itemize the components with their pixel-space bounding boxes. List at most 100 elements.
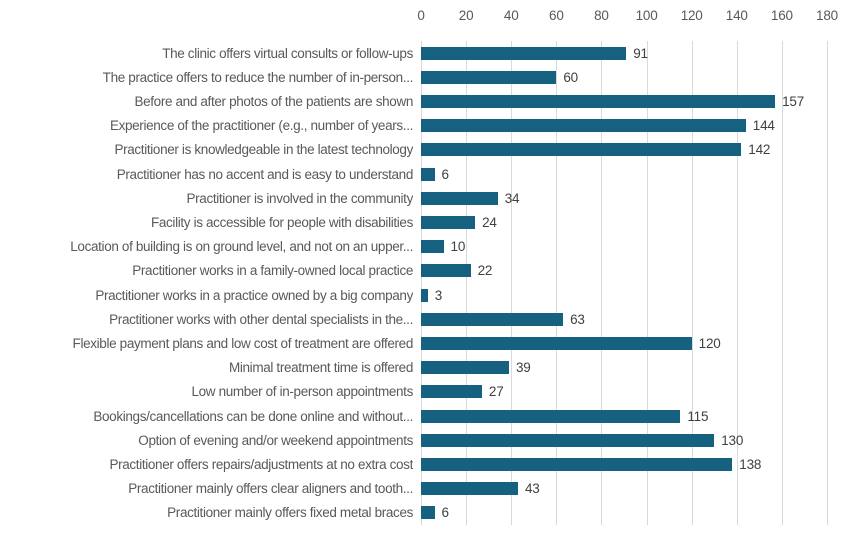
bar [421,216,476,230]
value-label: 115 [687,408,709,424]
gridline [691,41,693,525]
bar-row: 10 [421,235,856,259]
bar [421,409,681,423]
x-tick-label: 40 [503,8,519,23]
category-label: Practitioner is involved in the communit… [186,190,413,206]
x-tick-label: 160 [770,8,793,23]
value-label: 27 [488,384,504,400]
bar-row: 60 [421,65,856,89]
bar-row: 63 [421,307,856,331]
bar-series: 91 60 157 144 142 6 34 24 10 22 3 63 120 39 27 115 130 13… [421,41,856,525]
bar [421,482,518,496]
category-label: Practitioner mainly offers clear aligner… [128,481,413,497]
bar-row: 39 [421,356,856,380]
category-label: Before and after photos of the patients … [134,94,413,109]
value-label: 120 [698,336,721,352]
bar-row: 157 [421,89,856,113]
gridline [601,41,603,525]
value-label: 142 [748,142,771,158]
x-tick-label: 80 [594,8,609,23]
gridline [556,41,558,525]
category-label: The practice offers to reduce the number… [102,69,413,85]
bar-row: 130 [421,428,856,452]
bar [421,337,692,351]
value-label: 34 [504,190,520,206]
value-label: 39 [515,360,531,376]
bar-row: 91 [421,41,856,65]
category-label: Experience of the practitioner (e.g., nu… [109,118,413,134]
value-label: 63 [570,311,585,327]
value-label: 10 [450,239,466,255]
category-label: Practitioner mainly offers fixed metal b… [167,505,413,521]
bar [421,119,746,133]
category-label: Practitioner works in a practice owned b… [95,287,413,303]
bar [421,506,435,520]
category-label: Option of evening and/or weekend appoint… [138,432,413,448]
bar [421,167,435,181]
bar [421,361,509,375]
bar [421,385,482,399]
value-label: 24 [482,215,497,231]
bar [421,240,444,254]
gridline [646,41,648,525]
category-label: Bookings/cancellations can be done onlin… [93,408,413,424]
category-label: Low number of in-person appointments [191,384,413,400]
bar [421,433,715,447]
value-label: 91 [633,45,648,61]
gridline [466,41,468,525]
x-tick-label: 60 [549,8,564,23]
gridline [781,41,783,525]
x-tick-label: 120 [680,8,703,23]
category-label: Practitioner works in a family-owned loc… [132,263,413,279]
value-label: 60 [563,69,578,85]
plot-area: 91 60 157 144 142 6 34 24 10 22 3 63 120 39 27 115 130 13… [421,41,828,525]
value-label: 3 [434,287,443,303]
bar-row: 6 [421,501,856,525]
x-tick-label: 100 [635,8,658,23]
bar [421,46,627,60]
bar-row: 22 [421,259,856,283]
category-axis: The clinic offers virtual consults or fo… [0,41,413,525]
bar-row: 3 [421,283,856,307]
value-label: 22 [477,263,493,279]
value-label: 157 [782,94,805,109]
bar-row: 43 [421,477,856,501]
bar-row: 144 [421,114,856,138]
category-label: Practitioner is knowledgeable in the lat… [114,142,413,158]
bar [421,191,498,205]
bar [421,95,776,108]
gridline [736,41,738,525]
bar-row: 138 [421,452,856,476]
category-label: Minimal treatment time is offered [228,360,413,376]
value-label: 6 [441,166,450,182]
x-tick-label: 140 [725,8,748,23]
bar-row: 27 [421,380,856,404]
gridline [827,41,828,525]
value-label: 6 [441,505,450,521]
bar-row: 120 [421,331,856,355]
bar-row: 6 [421,162,856,186]
bar-row: 142 [421,138,856,162]
bar [421,143,742,157]
category-label: Practitioner works with other dental spe… [109,311,413,327]
bar [421,312,564,326]
value-label: 43 [524,481,540,497]
x-tick-label: 180 [816,8,838,23]
bar [421,288,428,302]
bar-row: 115 [421,404,856,428]
bar [421,264,471,278]
value-label: 144 [752,118,775,134]
gridline [421,41,422,525]
bar-row: 34 [421,186,856,210]
category-label: Practitioner offers repairs/adjustments … [109,457,413,473]
value-label: 138 [739,457,762,473]
x-tick-label: 0 [417,8,425,23]
bar [421,458,733,472]
bar [421,70,557,84]
category-label: Facility is accessible for people with d… [150,215,413,231]
x-tick-label: 20 [458,8,474,23]
category-label: The clinic offers virtual consults or fo… [162,45,413,61]
gridline [511,41,513,525]
bar-row: 24 [421,210,856,234]
